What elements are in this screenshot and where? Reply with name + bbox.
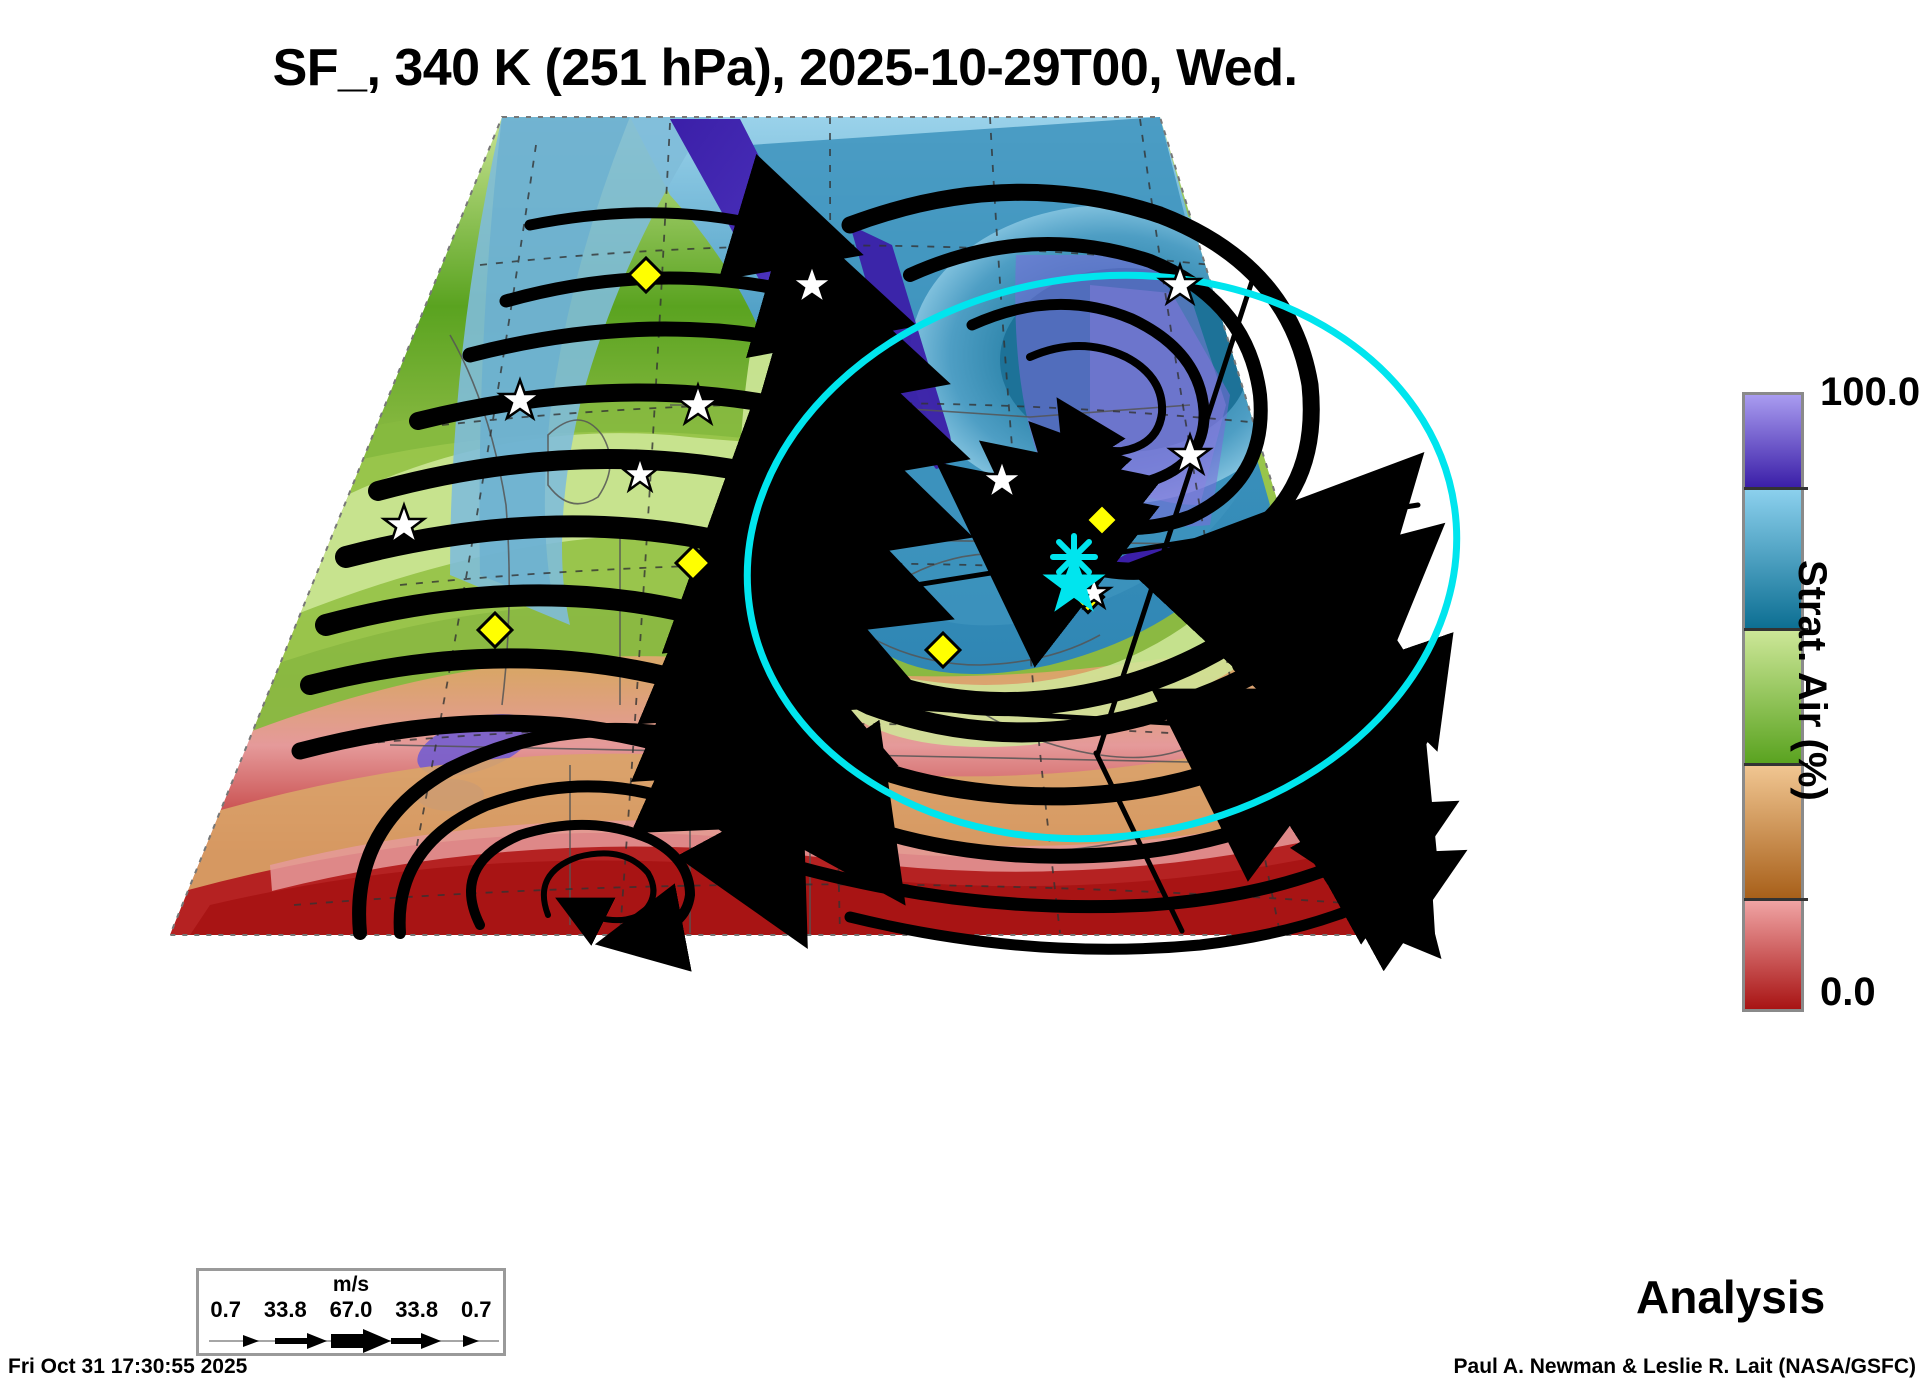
center-marker[interactable]	[1042, 533, 1106, 612]
colorbar-axis-label: Strat. Air (%)	[1790, 560, 1834, 801]
colorbar-band-tan	[1745, 763, 1801, 899]
colorbar-tick	[1744, 763, 1808, 767]
wind-legend-unit: m/s	[332, 1273, 370, 1296]
colorbar-tick	[1744, 487, 1808, 491]
colorbar-band-red	[1745, 898, 1801, 1009]
colorbar-band-purple	[1745, 395, 1801, 488]
site-markers[interactable]	[380, 261, 1214, 611]
map-svg	[168, 116, 1468, 972]
wind-legend-value: 33.8	[263, 1297, 307, 1322]
page-title: SF_, 340 K (251 hPa), 2025-10-29T00, Wed…	[272, 39, 1298, 97]
map-canvas[interactable]	[150, 105, 1470, 1020]
analysis-label: Analysis	[1636, 1271, 1826, 1323]
colorbar-tick	[1744, 898, 1808, 902]
wind-legend-value: 33.8	[395, 1297, 439, 1322]
range-ring	[743, 271, 1461, 843]
wind-legend-value: 0.7	[460, 1297, 492, 1322]
colorbar-min-label: 0.0	[1820, 970, 1876, 1014]
wind-streamlines	[291, 153, 1468, 972]
colorbar-band-green	[1745, 628, 1801, 764]
colorbar-tick	[1744, 628, 1808, 632]
author-credit: Paul A. Newman & Leslie R. Lait (NASA/GS…	[1453, 1355, 1916, 1378]
wind-legend-value: 0.7	[210, 1297, 242, 1322]
colorbar-band-blue	[1745, 487, 1801, 629]
wind-legend-arrows	[209, 1329, 499, 1353]
colorbar-max-label: 100.0	[1820, 370, 1921, 414]
generation-timestamp: Fri Oct 31 17:30:55 2025	[8, 1355, 248, 1378]
wind-legend-value: 67.0	[329, 1297, 373, 1322]
wind-legend-values: 0.7 33.8 67.0 33.8 0.7	[199, 1297, 503, 1323]
wind-speed-legend: m/s 0.7 33.8 67.0 33.8 0.7	[196, 1268, 506, 1356]
colorbar-gradient	[1742, 392, 1808, 1012]
cross-section-lines	[787, 272, 1421, 934]
colorbar: 100.0 0.0 Strat. Air (%)	[1742, 370, 1922, 1014]
